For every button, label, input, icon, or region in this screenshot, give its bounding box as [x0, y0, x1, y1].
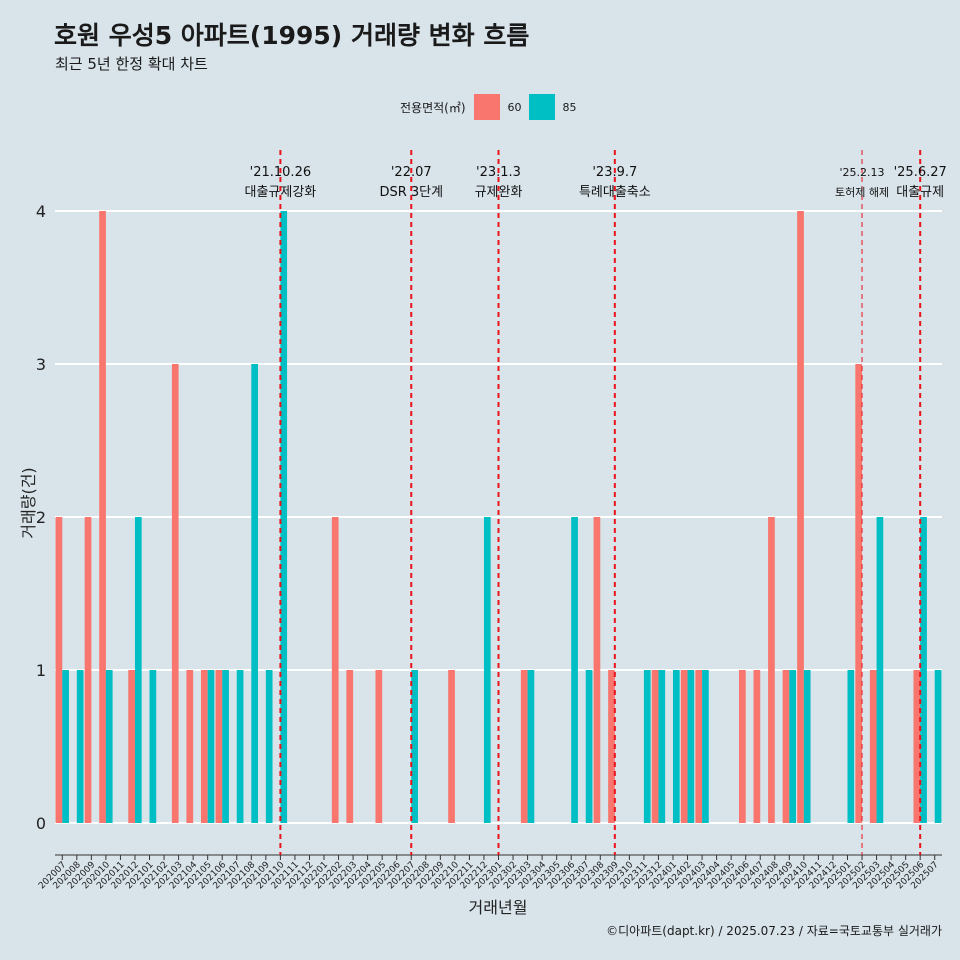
bar-60-202203 — [346, 670, 354, 823]
bar-60-202308 — [593, 517, 601, 823]
bar-85-202110 — [280, 211, 288, 823]
bar-85-202106 — [222, 670, 229, 823]
bar-60-202103 — [171, 364, 179, 823]
bar-85-202409 — [789, 670, 797, 823]
legend-swatch-85 — [528, 94, 555, 120]
bar-85-202008 — [76, 670, 84, 823]
bar-60-202410 — [797, 211, 804, 823]
legend-label-85: 85 — [562, 100, 577, 114]
bar-85-202401 — [672, 670, 680, 823]
bar-85-202311 — [643, 670, 651, 823]
event-label-202110: 대출규제강화 — [245, 185, 317, 200]
bar-85-202303 — [527, 670, 535, 823]
bar-60-202202 — [331, 517, 339, 823]
bar-60-202312 — [651, 670, 659, 823]
bar-60-202506 — [913, 670, 921, 823]
bar-60-202409 — [782, 670, 790, 823]
bar-85-202501 — [847, 670, 855, 823]
bar-60-202402 — [680, 670, 688, 823]
bar-60-202012 — [128, 670, 135, 823]
legend-swatch-60 — [473, 94, 500, 120]
bar-85-202207 — [411, 670, 418, 823]
chart-title: 호원 우성5 아파트(1995) 거래량 변화 흐름 — [54, 21, 530, 50]
bar-60-202010 — [99, 211, 106, 823]
bar-85-202307 — [585, 670, 593, 823]
bar-85-202403 — [702, 670, 709, 823]
bar-85-202312 — [658, 670, 666, 823]
bar-85-202306 — [571, 517, 578, 823]
bar-85-202109 — [265, 670, 273, 823]
bar-85-202507 — [934, 670, 942, 823]
event-label-202207: DSR 3단계 — [379, 185, 443, 200]
event-label-202502: 토허제 해제 — [835, 185, 889, 199]
event-label-202301: 규제완화 — [475, 185, 523, 200]
bar-60-202407 — [753, 670, 761, 823]
bar-85-202506 — [920, 517, 927, 823]
y-tick-label-1: 1 — [36, 661, 46, 680]
bar-60-202406 — [739, 670, 746, 823]
legend-title: 전용면적(㎡) — [400, 100, 466, 115]
bar-60-202106 — [215, 670, 223, 823]
bar-60-202309 — [608, 670, 615, 823]
bar-60-202104 — [186, 670, 194, 823]
y-tick-label-3: 3 — [36, 355, 46, 374]
bar-85-202010 — [105, 670, 113, 823]
bar-85-202007 — [62, 670, 69, 823]
bar-85-202101 — [149, 670, 157, 823]
event-date-202502: '25.2.13 — [840, 166, 885, 179]
bar-85-202108 — [251, 364, 258, 823]
bar-85-202503 — [876, 517, 884, 823]
legend: 전용면적(㎡) 60 85 — [400, 93, 584, 121]
bar-60-202009 — [84, 517, 92, 823]
y-axis-title: 거래량(건) — [19, 467, 38, 538]
y-tick-label-0: 0 — [36, 814, 46, 833]
bar-60-202007 — [55, 517, 63, 823]
event-date-202301: '23.1.3 — [476, 165, 521, 180]
bar-60-202503 — [869, 670, 877, 823]
y-tick-label-2: 2 — [36, 508, 46, 527]
bar-85-202212 — [483, 517, 491, 823]
legend-label-60: 60 — [507, 100, 522, 114]
event-label-202506: 대출규제 — [896, 185, 944, 200]
event-date-202110: '21.10.26 — [250, 165, 311, 180]
bar-60-202408 — [768, 517, 775, 823]
event-date-202309: '23.9.7 — [592, 165, 637, 180]
bar-60-202403 — [695, 670, 703, 823]
bar-85-202402 — [687, 670, 695, 823]
event-label-202309: 특례대출축소 — [579, 185, 651, 200]
bar-60-202105 — [200, 670, 208, 823]
x-axis-title: 거래년월 — [469, 898, 528, 917]
event-date-202207: '22.07 — [391, 165, 432, 180]
bar-85-202410 — [803, 670, 811, 823]
event-date-202506: '25.6.27 — [894, 165, 947, 180]
bar-85-202107 — [236, 670, 244, 823]
y-tick-label-4: 4 — [36, 202, 46, 221]
bar-85-202012 — [134, 517, 142, 823]
bar-60-202210 — [448, 670, 455, 823]
bar-60-202502 — [855, 364, 863, 823]
bar-85-202105 — [207, 670, 215, 823]
bar-60-202205 — [375, 670, 383, 823]
chart-subtitle: 최근 5년 한정 확대 차트 — [55, 55, 208, 73]
bar-60-202303 — [520, 670, 528, 823]
caption: ©디아파트(dapt.kr) / 2025.07.23 / 자료=국토교통부 실… — [606, 924, 942, 938]
